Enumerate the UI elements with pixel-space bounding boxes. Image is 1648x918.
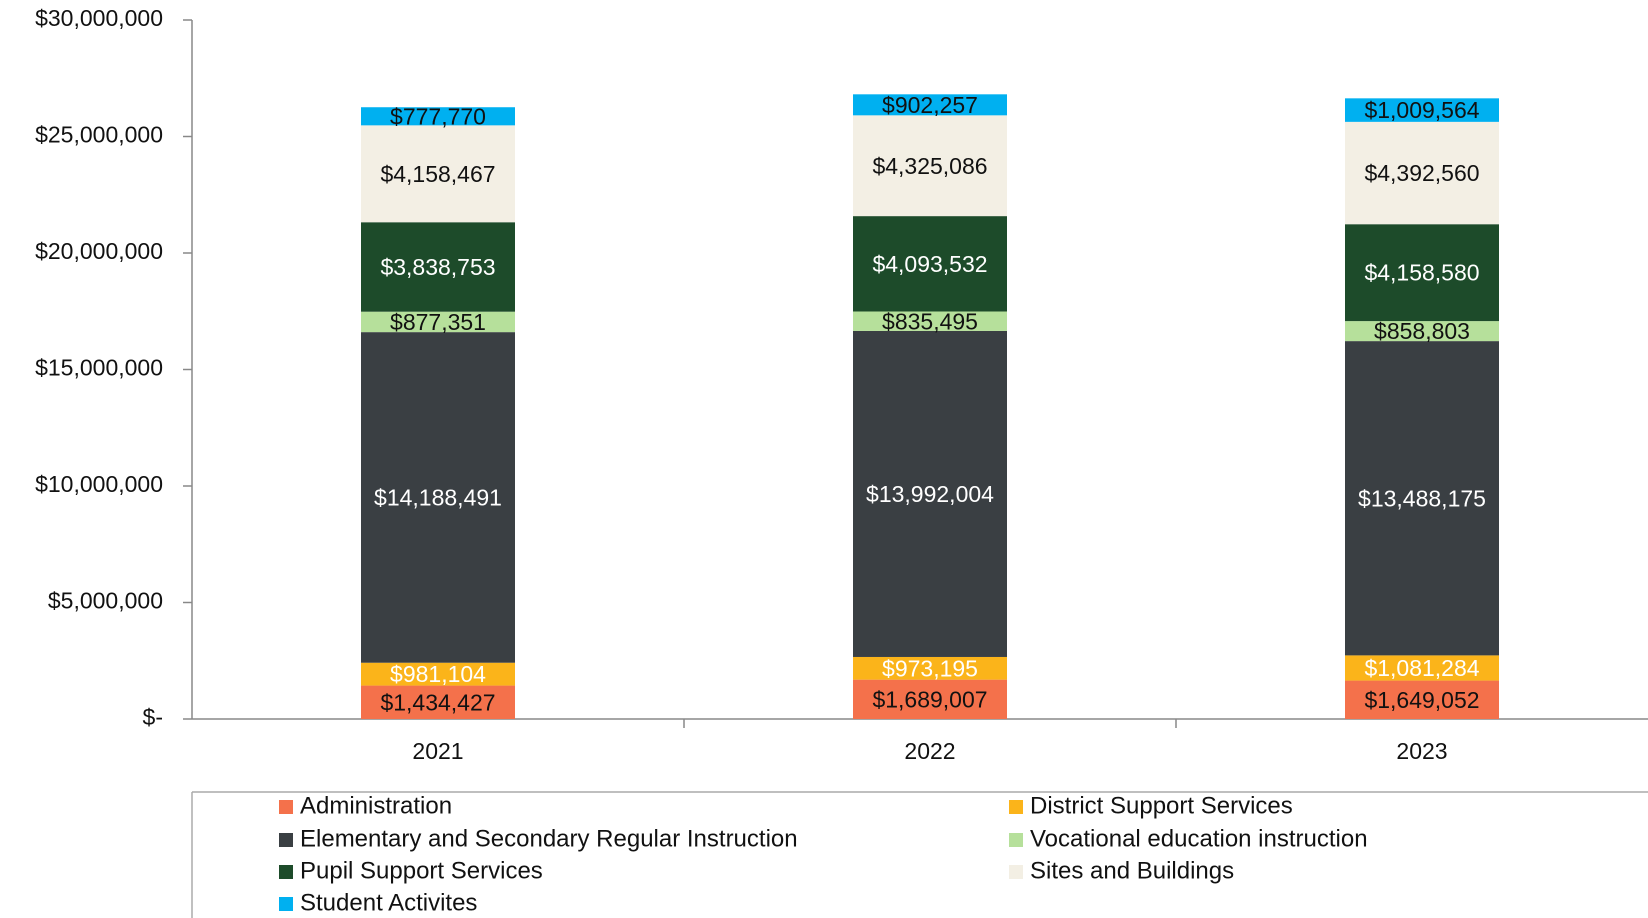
data-label: $1,649,052 [1364,687,1479,713]
data-label: $858,803 [1374,318,1470,344]
data-label: $981,104 [390,661,486,687]
bar-segment [853,94,1007,116]
bar-segment [361,222,515,312]
legend-swatch [1009,800,1023,814]
bar-segment [1345,98,1499,122]
x-tick-label: 2021 [412,738,463,764]
bar-segment [853,330,1007,657]
y-tick-label: $25,000,000 [35,122,163,148]
legend-label: Administration [300,792,452,819]
data-label: $4,325,086 [872,153,987,179]
bar-segment [1345,321,1499,342]
data-label: $835,495 [882,308,978,334]
data-label: $877,351 [390,309,486,335]
bar-segment [853,115,1007,217]
bar-segment [1345,224,1499,322]
bar-segment [853,311,1007,331]
y-tick-label: $5,000,000 [48,588,163,614]
data-label: $1,009,564 [1364,97,1479,123]
data-label: $4,158,580 [1364,260,1479,286]
y-tick-label: $15,000,000 [35,355,163,381]
bar-segment [361,125,515,223]
bar-segment [361,311,515,333]
y-tick-label: $- [143,704,163,730]
data-label: $13,992,004 [866,481,994,507]
legend-swatch [279,833,293,847]
bar-segment [1345,680,1499,719]
data-label: $973,195 [882,655,978,681]
x-tick-label: 2022 [904,738,955,764]
legend-label: Elementary and Secondary Regular Instruc… [300,825,798,852]
data-label: $4,158,467 [380,161,495,187]
data-label: $4,392,560 [1364,160,1479,186]
y-tick-label: $20,000,000 [35,238,163,264]
bar-segment [853,216,1007,312]
legend-swatch [1009,865,1023,879]
data-label: $1,434,427 [380,689,495,715]
bar-segment [853,656,1007,680]
bar-segment [1345,341,1499,656]
legend-label: Vocational education instruction [1030,825,1368,852]
legend-label: Pupil Support Services [300,857,543,884]
bar-segment [853,679,1007,719]
data-label: $1,689,007 [872,686,987,712]
y-tick-label: $10,000,000 [35,471,163,497]
legend-label: Sites and Buildings [1030,857,1234,884]
legend-label: Student Activites [300,889,477,916]
legend-swatch [1009,833,1023,847]
legend-label: District Support Services [1030,792,1293,819]
data-label: $4,093,532 [872,251,987,277]
x-tick-label: 2023 [1396,738,1447,764]
bar-segment [361,662,515,686]
data-label: $14,188,491 [374,485,502,511]
legend-swatch [279,800,293,814]
bar-segment [361,332,515,663]
legend-swatch [279,897,293,911]
data-label: $777,770 [390,103,486,129]
legend-swatch [279,865,293,879]
bar-segment [1345,655,1499,681]
data-label: $902,257 [882,92,978,118]
bar-segment [361,107,515,126]
bar-segment [361,685,515,719]
y-tick-label: $30,000,000 [35,5,163,31]
data-label: $1,081,284 [1364,655,1479,681]
data-label: $3,838,753 [380,254,495,280]
bar-segment [1345,121,1499,225]
data-label: $13,488,175 [1358,485,1486,511]
